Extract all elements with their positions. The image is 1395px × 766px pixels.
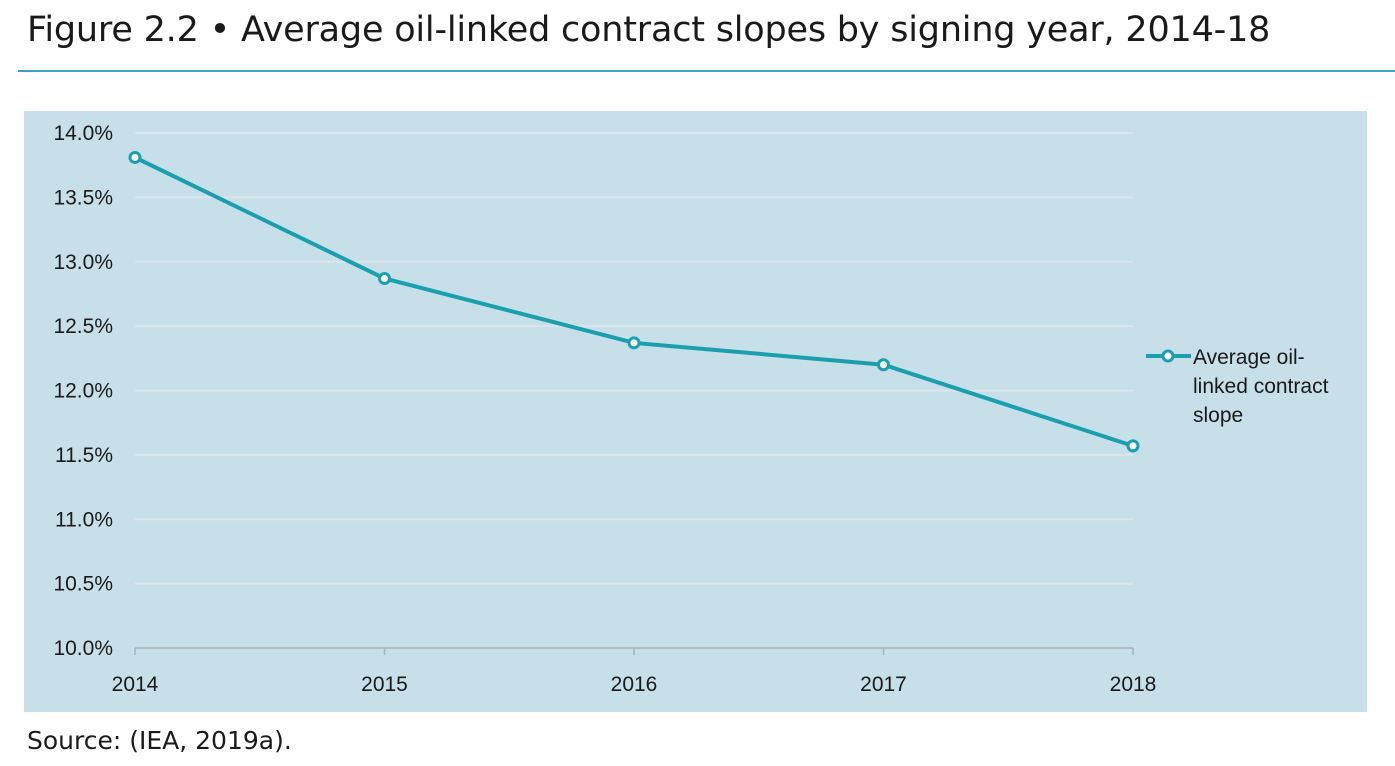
x-tick-label: 2018 bbox=[1110, 673, 1157, 696]
y-tick-label: 10.5% bbox=[53, 573, 113, 596]
y-tick-label: 14.0% bbox=[53, 122, 113, 145]
y-tick-label: 13.0% bbox=[53, 251, 113, 274]
data-point-marker bbox=[877, 358, 890, 372]
x-tick-label: 2015 bbox=[361, 673, 408, 696]
legend-marker-swatch bbox=[1161, 349, 1175, 363]
data-point-marker bbox=[627, 336, 641, 350]
source-note: Source: (IEA, 2019a). bbox=[27, 726, 292, 755]
y-tick-label: 10.0% bbox=[53, 637, 113, 660]
legend-label-line: Average oil- bbox=[1193, 346, 1305, 369]
data-point-marker bbox=[1126, 439, 1140, 453]
legend-label: Average oil-linked contract slope bbox=[1193, 346, 1329, 427]
x-tick-label: 2017 bbox=[860, 673, 907, 696]
legend-label-line: slope bbox=[1193, 404, 1243, 427]
legend-label-line: linked contract bbox=[1193, 375, 1329, 398]
y-tick-label: 12.5% bbox=[53, 315, 113, 338]
series-line bbox=[133, 155, 1135, 448]
data-point-marker bbox=[128, 150, 142, 164]
y-tick-label: 11.5% bbox=[55, 444, 113, 467]
x-tick-label: 2016 bbox=[611, 673, 658, 696]
figure-title: Figure 2.2 • Average oil-linked contract… bbox=[27, 10, 1271, 50]
x-tick-label: 2014 bbox=[112, 673, 159, 696]
title-rule bbox=[18, 70, 1395, 72]
y-tick-label: 12.0% bbox=[53, 380, 113, 403]
y-tick-label: 13.5% bbox=[53, 186, 113, 209]
y-tick-label: 11.0% bbox=[55, 508, 113, 531]
data-point-marker bbox=[378, 271, 391, 285]
